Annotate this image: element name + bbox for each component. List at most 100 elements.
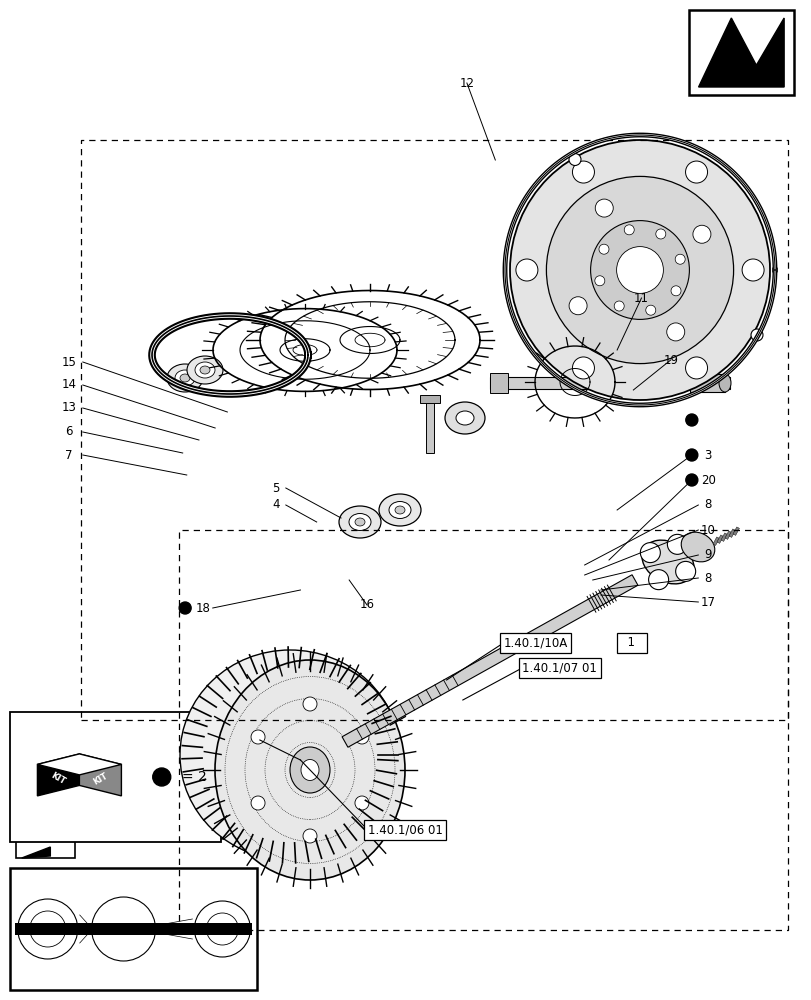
Circle shape xyxy=(684,161,706,183)
Circle shape xyxy=(594,199,612,217)
Text: 18: 18 xyxy=(195,601,210,614)
Text: 1.40.1/10A: 1.40.1/10A xyxy=(503,636,567,650)
Circle shape xyxy=(684,357,706,379)
Circle shape xyxy=(613,301,624,311)
Bar xyxy=(10,868,257,990)
Ellipse shape xyxy=(195,362,215,378)
Ellipse shape xyxy=(718,374,730,392)
Ellipse shape xyxy=(394,506,405,514)
Bar xyxy=(16,836,75,858)
Bar xyxy=(728,529,735,537)
Ellipse shape xyxy=(301,760,319,780)
Bar xyxy=(15,923,252,935)
Ellipse shape xyxy=(354,518,365,526)
Text: 20: 20 xyxy=(700,474,714,487)
Ellipse shape xyxy=(456,411,474,425)
Ellipse shape xyxy=(167,364,203,392)
Bar xyxy=(724,531,731,539)
Text: 4: 4 xyxy=(272,498,280,512)
Circle shape xyxy=(750,329,762,341)
Text: KIT: KIT xyxy=(92,771,109,787)
Ellipse shape xyxy=(187,356,223,384)
Text: 14: 14 xyxy=(62,378,76,391)
Text: 3: 3 xyxy=(703,449,711,462)
Circle shape xyxy=(303,697,316,711)
Circle shape xyxy=(572,161,594,183)
Circle shape xyxy=(572,357,594,379)
Circle shape xyxy=(685,414,697,426)
Ellipse shape xyxy=(680,532,714,562)
Text: 12: 12 xyxy=(459,77,474,90)
Circle shape xyxy=(569,297,586,315)
Circle shape xyxy=(354,730,368,744)
Circle shape xyxy=(251,796,264,810)
Bar xyxy=(10,712,221,842)
Ellipse shape xyxy=(290,747,329,793)
Bar xyxy=(716,535,723,543)
Ellipse shape xyxy=(338,506,380,538)
Circle shape xyxy=(515,259,537,281)
Circle shape xyxy=(685,449,697,461)
Ellipse shape xyxy=(349,514,371,530)
Text: 16: 16 xyxy=(359,598,374,611)
Text: = 2: = 2 xyxy=(182,770,206,784)
Circle shape xyxy=(594,276,604,286)
Polygon shape xyxy=(697,18,783,87)
Ellipse shape xyxy=(388,502,410,518)
Polygon shape xyxy=(37,754,122,775)
Ellipse shape xyxy=(444,402,484,434)
Text: 9: 9 xyxy=(703,548,711,562)
Circle shape xyxy=(509,140,769,400)
Circle shape xyxy=(354,796,368,810)
Bar xyxy=(426,398,433,453)
Circle shape xyxy=(648,570,667,590)
Circle shape xyxy=(599,244,608,254)
Polygon shape xyxy=(79,754,122,796)
Circle shape xyxy=(590,221,689,319)
Bar xyxy=(720,533,727,541)
Text: 15: 15 xyxy=(62,356,76,368)
Circle shape xyxy=(569,154,581,166)
Circle shape xyxy=(685,474,697,486)
Circle shape xyxy=(303,829,316,843)
Text: 1: 1 xyxy=(620,636,642,650)
Text: 11: 11 xyxy=(633,292,648,304)
Text: 1.40.1/06 01: 1.40.1/06 01 xyxy=(367,823,442,836)
Text: 8: 8 xyxy=(703,571,711,584)
Bar xyxy=(489,373,508,393)
Circle shape xyxy=(179,602,191,614)
Ellipse shape xyxy=(175,370,195,386)
Circle shape xyxy=(546,176,732,364)
Circle shape xyxy=(667,534,687,554)
Circle shape xyxy=(670,286,680,296)
Circle shape xyxy=(692,225,710,243)
Circle shape xyxy=(251,730,264,744)
Circle shape xyxy=(616,247,663,293)
Ellipse shape xyxy=(200,366,210,374)
Text: 6: 6 xyxy=(65,425,73,438)
Text: 17: 17 xyxy=(700,595,714,608)
Text: KIT: KIT xyxy=(49,771,67,787)
Circle shape xyxy=(645,305,655,315)
Text: 1.40.1/07 01: 1.40.1/07 01 xyxy=(521,662,596,674)
Polygon shape xyxy=(341,575,637,747)
Circle shape xyxy=(741,259,763,281)
Circle shape xyxy=(655,229,665,239)
Circle shape xyxy=(675,561,695,581)
Polygon shape xyxy=(22,847,50,858)
Text: 13: 13 xyxy=(62,401,76,414)
Polygon shape xyxy=(37,754,79,796)
Circle shape xyxy=(666,323,684,341)
Circle shape xyxy=(152,768,170,786)
Circle shape xyxy=(675,254,684,264)
Circle shape xyxy=(640,543,659,563)
Bar xyxy=(732,527,739,535)
Circle shape xyxy=(624,225,633,235)
Text: 5: 5 xyxy=(272,482,280,494)
Bar xyxy=(419,395,440,403)
Ellipse shape xyxy=(180,374,190,382)
Ellipse shape xyxy=(215,660,405,880)
Bar xyxy=(712,537,719,545)
Ellipse shape xyxy=(642,540,693,584)
Text: 8: 8 xyxy=(703,498,711,512)
